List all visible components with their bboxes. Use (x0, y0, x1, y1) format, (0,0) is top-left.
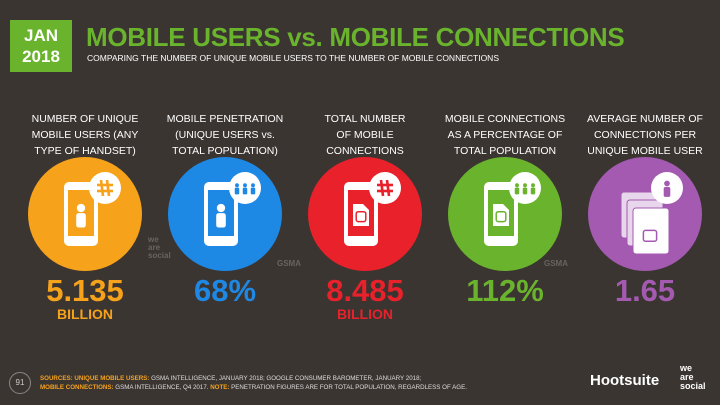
badge (89, 172, 121, 204)
mark-text: are (148, 243, 161, 252)
person-head (243, 183, 247, 188)
stat-label: CONNECTIONS PER (593, 129, 697, 141)
stat-value: 5.135 (46, 273, 124, 308)
stat-label: MOBILE USERS (ANY (31, 129, 139, 141)
person-head (664, 180, 670, 187)
footer-text: MOBILE CONNECTIONS: (40, 384, 114, 391)
person-body (514, 187, 520, 195)
hash-stroke (105, 179, 111, 197)
footer-text: GSMA INTELLIGENCE, Q4 2017. (113, 384, 211, 391)
person-head (251, 183, 255, 188)
phone-screen (68, 190, 94, 236)
sim-card (639, 222, 661, 246)
stat-label: (UNIQUE USERS vs. (175, 129, 275, 141)
footer-text: NOTE: (210, 384, 230, 391)
title: MOBILE USERS vs. MOBILE CONNECTIONS (86, 22, 625, 52)
date-badge: JAN 2018 (10, 20, 72, 72)
hash-stroke (385, 179, 391, 197)
stat-label: OF MOBILE (336, 129, 394, 141)
footer-text: GSMA INTELLIGENCE, JANUARY 2018; GOOGLE … (149, 375, 422, 382)
stat-label: AS A PERCENTAGE OF (447, 129, 563, 141)
page-number: 91 (9, 372, 31, 394)
date-year: 2018 (22, 47, 60, 66)
stat-label: AVERAGE NUMBER OF (587, 113, 703, 125)
hash-stroke (99, 179, 105, 197)
person-head (531, 183, 535, 188)
mark-text: we (148, 235, 159, 244)
subtitle: COMPARING THE NUMBER OF UNIQUE MOBILE US… (87, 53, 499, 63)
stat-label: NUMBER OF UNIQUE (31, 113, 139, 125)
hash-stroke (379, 179, 385, 197)
stat-value: 68% (193, 273, 257, 308)
stat-unit: BILLION (57, 306, 113, 322)
person-head (515, 183, 519, 188)
person-body (242, 187, 248, 195)
stat-value: 1.65 (614, 273, 676, 308)
wearesocial-mark: we are social (148, 236, 171, 260)
badge (369, 172, 401, 204)
person-head (216, 203, 226, 213)
sim-chip (495, 210, 507, 223)
date-month: JAN (23, 26, 58, 45)
stat-label: TOTAL NUMBER (324, 113, 406, 125)
footer-sources: SOURCES: UNIQUE MOBILE USERS: GSMA INTEL… (40, 374, 467, 392)
brand2: we are social (680, 364, 706, 391)
brand2-text: are (680, 372, 694, 382)
gsma-mark: GSMA (277, 259, 301, 268)
mark-text: social (148, 251, 171, 260)
stat-unit: BILLION (337, 306, 393, 322)
person-body (76, 213, 86, 228)
person-head (76, 203, 86, 213)
person-head (523, 183, 527, 188)
brand2-text: we (680, 363, 693, 373)
footer-line: MOBILE CONNECTIONS: GSMA INTELLIGENCE, Q… (40, 383, 467, 392)
gsma-mark: GSMA (544, 259, 568, 268)
stat-label: TOTAL POPULATION) (172, 145, 278, 157)
person-body (234, 187, 240, 195)
person-body (522, 187, 528, 195)
stat-label: TYPE OF HANDSET) (34, 145, 136, 157)
phone-screen (208, 190, 234, 236)
stat-value: 8.485 (326, 273, 404, 308)
stat-value: 112% (466, 273, 544, 308)
stat-label: CONNECTIONS (326, 145, 404, 157)
sim-chip (355, 210, 367, 223)
footer-line: SOURCES: UNIQUE MOBILE USERS: GSMA INTEL… (40, 374, 467, 383)
person-body (216, 213, 226, 228)
stat-label: MOBILE CONNECTIONS (444, 113, 566, 125)
person-body (250, 187, 256, 195)
person-body (530, 187, 536, 195)
brand2-text: social (680, 381, 706, 391)
stat-label: MOBILE PENETRATION (166, 113, 284, 125)
person-head (235, 183, 239, 188)
footer-text: PENETRATION FIGURES ARE FOR TOTAL POPULA… (229, 384, 467, 391)
person-body (663, 187, 671, 197)
footer-text: UNIQUE MOBILE USERS: (74, 375, 150, 382)
footer-text: SOURCES: (40, 375, 73, 382)
stat-label: UNIQUE MOBILE USER (587, 145, 703, 157)
brand: Hootsuite (590, 372, 660, 389)
stat-label: TOTAL POPULATION (453, 145, 557, 157)
sim-chip (642, 229, 658, 242)
